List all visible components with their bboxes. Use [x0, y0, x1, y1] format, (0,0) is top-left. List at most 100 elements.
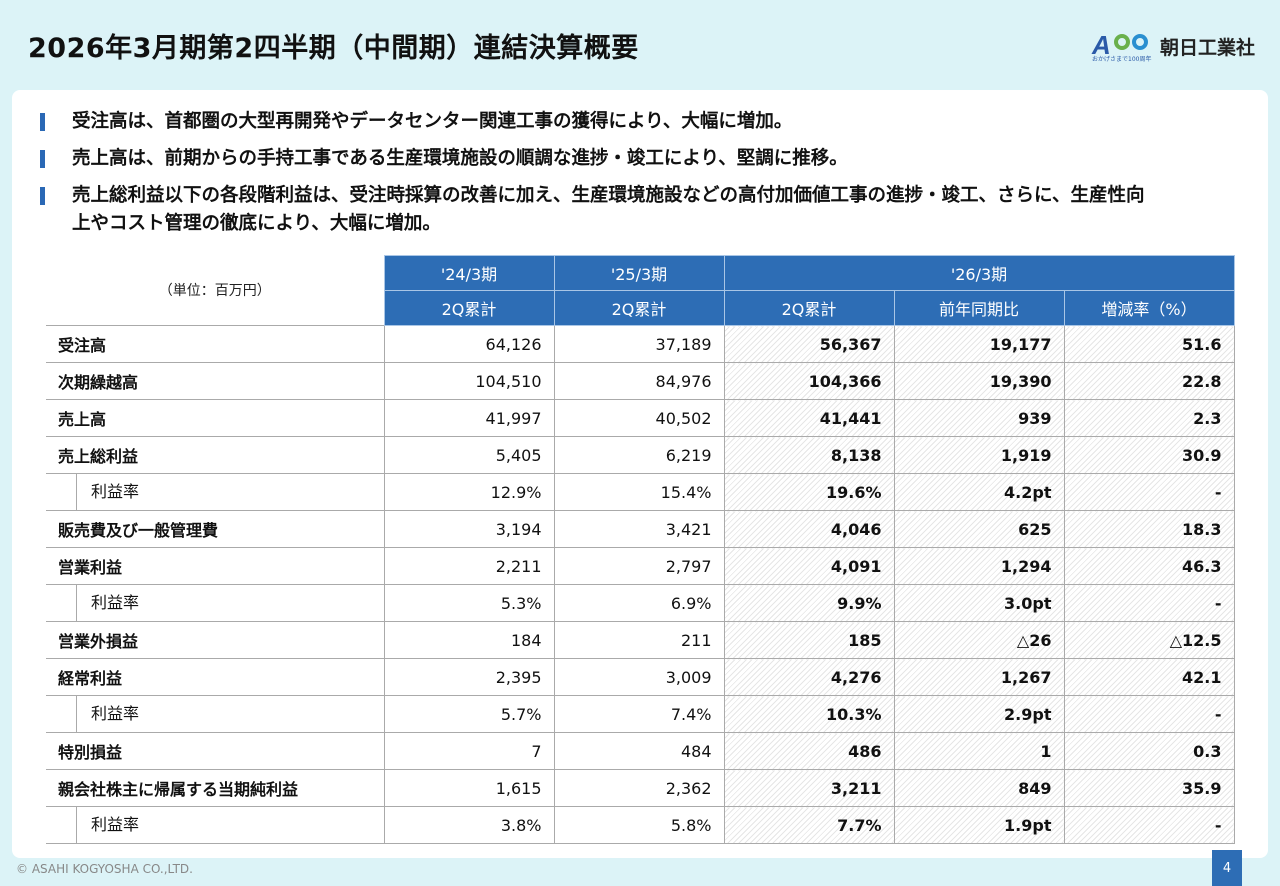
cell-value: 6.9% [553, 584, 724, 622]
cell-value: 3,421 [553, 510, 724, 548]
cell-value: 1,615 [383, 769, 554, 807]
cell-value: 7.7% [723, 806, 894, 844]
cell-value: 3.0pt [893, 584, 1064, 622]
cell-value: 104,366 [723, 362, 894, 400]
page-number: 4 [1212, 850, 1242, 886]
cell-value: 42.1 [1063, 658, 1235, 696]
cell-value: 64,126 [383, 325, 554, 363]
cell-value: 3,009 [553, 658, 724, 696]
table-row: 利益率 3.8% 5.8% 7.7% 1.9pt - [46, 806, 1235, 844]
cell-value: 211 [553, 621, 724, 659]
cell-value: 22.8 [1063, 362, 1235, 400]
column-header: 2Q累計 [553, 290, 725, 326]
cell-value: △12.5 [1063, 621, 1235, 659]
row-label: 利益率 [46, 584, 384, 622]
row-label: 利益率 [46, 473, 384, 511]
period-header: '25/3期 [553, 255, 725, 291]
cell-value: 1,919 [893, 436, 1064, 474]
cell-value: 1,267 [893, 658, 1064, 696]
cell-value: 7.4% [553, 695, 724, 733]
cell-value: 15.4% [553, 473, 724, 511]
unit-label: （単位：百万円） [46, 255, 384, 326]
column-header: 2Q累計 [383, 290, 555, 326]
cell-value: 10.3% [723, 695, 894, 733]
cell-value: 41,441 [723, 399, 894, 437]
column-header: 2Q累計 [723, 290, 895, 326]
cell-value: 19,177 [893, 325, 1064, 363]
cell-value: 486 [723, 732, 894, 770]
cell-value: 3.8% [383, 806, 554, 844]
cell-value: 484 [553, 732, 724, 770]
cell-value: 40,502 [553, 399, 724, 437]
row-label: 営業外損益 [46, 621, 384, 659]
cell-value: 0.3 [1063, 732, 1235, 770]
cell-value: 849 [893, 769, 1064, 807]
cell-value: - [1063, 695, 1235, 733]
table-row: 営業外損益 184 211 185 △26 △12.5 [46, 621, 1235, 659]
cell-value: 185 [723, 621, 894, 659]
row-label: 利益率 [46, 806, 384, 844]
cell-value: 41,997 [383, 399, 554, 437]
table-row: 売上総利益 5,405 6,219 8,138 1,919 30.9 [46, 436, 1235, 474]
cell-value: 7 [383, 732, 554, 770]
cell-value: 37,189 [553, 325, 724, 363]
row-label-text: 利益率 [76, 585, 139, 621]
cell-value: 19.6% [723, 473, 894, 511]
row-label-text: 利益率 [76, 807, 139, 843]
cell-value: 46.3 [1063, 547, 1235, 585]
period-header: '26/3期 [723, 255, 1235, 291]
cell-value: △26 [893, 621, 1064, 659]
cell-value: 939 [893, 399, 1064, 437]
cell-value: 2.3 [1063, 399, 1235, 437]
cell-value: 625 [893, 510, 1064, 548]
bullet-item: 受注高は、首都圏の大型再開発やデータセンター関連工事の獲得により、大幅に増加。 [40, 108, 1240, 136]
summary-bullets: 受注高は、首都圏の大型再開発やデータセンター関連工事の獲得により、大幅に増加。 … [40, 108, 1240, 247]
cell-value: 104,510 [383, 362, 554, 400]
cell-value: 12.9% [383, 473, 554, 511]
table-row: 特別損益 7 484 486 1 0.3 [46, 732, 1235, 770]
cell-value: 4,091 [723, 547, 894, 585]
table-row: 売上高 41,997 40,502 41,441 939 2.3 [46, 399, 1235, 437]
bullet-item: 売上高は、前期からの手持工事である生産環境施設の順調な進捗・竣工により、堅調に推… [40, 145, 1240, 173]
cell-value: 4,046 [723, 510, 894, 548]
table-row: 利益率 5.3% 6.9% 9.9% 3.0pt - [46, 584, 1235, 622]
cell-value: 9.9% [723, 584, 894, 622]
cell-value: 2.9pt [893, 695, 1064, 733]
cell-value: 51.6 [1063, 325, 1235, 363]
anniversary-logo-icon: A おかげさまで100周年 [1092, 30, 1152, 63]
cell-value: 8,138 [723, 436, 894, 474]
table-row: 利益率 5.7% 7.4% 10.3% 2.9pt - [46, 695, 1235, 733]
row-label: 経常利益 [46, 658, 384, 696]
cell-value: 4.2pt [893, 473, 1064, 511]
column-header: 前年同期比 [893, 290, 1065, 326]
row-label-text: 利益率 [76, 474, 139, 510]
cell-value: 1,294 [893, 547, 1064, 585]
cell-value: 2,395 [383, 658, 554, 696]
company-name: 朝日工業社 [1160, 36, 1256, 59]
table-row: 次期繰越高 104,510 84,976 104,366 19,390 22.8 [46, 362, 1235, 400]
table-row: 営業利益 2,211 2,797 4,091 1,294 46.3 [46, 547, 1235, 585]
cell-value: 19,390 [893, 362, 1064, 400]
table-row: 親会社株主に帰属する当期純利益 1,615 2,362 3,211 849 35.9 [46, 769, 1235, 807]
copyright: © ASAHI KOGYOSHA CO.,LTD. [16, 862, 193, 876]
bullet-item: 売上総利益以下の各段階利益は、受注時採算の改善に加え、生産環境施設などの高付加価… [40, 182, 1150, 238]
row-label: 次期繰越高 [46, 362, 384, 400]
row-label-text: 利益率 [76, 696, 139, 732]
cell-value: 1 [893, 732, 1064, 770]
cell-value: 56,367 [723, 325, 894, 363]
cell-value: 5.7% [383, 695, 554, 733]
cell-value: 1.9pt [893, 806, 1064, 844]
cell-value: 184 [383, 621, 554, 659]
row-label: 利益率 [46, 695, 384, 733]
cell-value: - [1063, 806, 1235, 844]
row-label: 親会社株主に帰属する当期純利益 [46, 769, 384, 807]
cell-value: 18.3 [1063, 510, 1235, 548]
cell-value: 30.9 [1063, 436, 1235, 474]
table-row: 受注高 64,126 37,189 56,367 19,177 51.6 [46, 325, 1235, 363]
row-label: 売上高 [46, 399, 384, 437]
financial-summary-table: （単位：百万円） '24/3期 '25/3期 '26/3期 2Q累計 2Q累計 … [46, 255, 1235, 844]
table-row: 利益率 12.9% 15.4% 19.6% 4.2pt - [46, 473, 1235, 511]
company-logo: A おかげさまで100周年 朝日工業社 [1092, 30, 1256, 63]
table-row: 販売費及び一般管理費 3,194 3,421 4,046 625 18.3 [46, 510, 1235, 548]
cell-value: 5,405 [383, 436, 554, 474]
